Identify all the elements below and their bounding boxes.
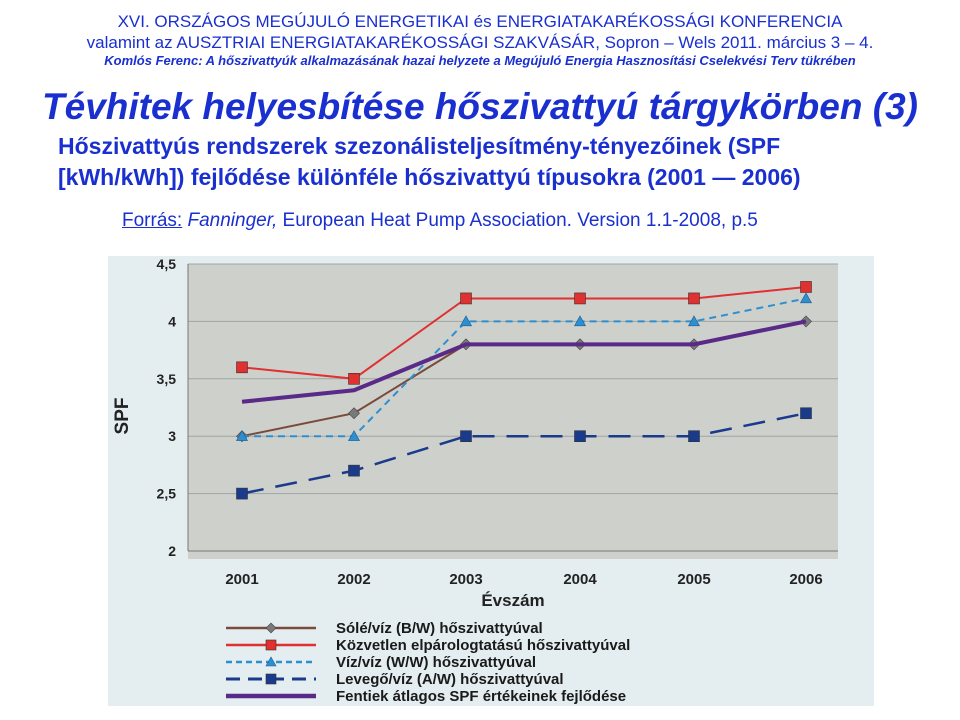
series-line (241, 285, 807, 380)
y-tick-label: 3 (168, 428, 176, 444)
x-axis-label: Évszám (481, 591, 544, 610)
legend-item: Víz/víz (W/W) hőszivattyúval (226, 654, 536, 671)
data-point (460, 292, 472, 305)
data-point (800, 407, 812, 420)
legend-label: Sólé/víz (B/W) hőszivattyúval (336, 620, 543, 637)
data-point (348, 373, 360, 385)
slide-title: Tévhitek helyesbítése hőszivattyú tárgyk… (42, 86, 918, 127)
data-point (688, 292, 700, 305)
legend-label: Levegő/víz (A/W) hőszivattyúval (336, 671, 564, 688)
x-tick-label: 2004 (563, 571, 597, 588)
x-tick-label: 2001 (225, 571, 258, 588)
series-line (241, 319, 807, 404)
conference-subtitle: valamint az AUSZTRIAI ENERGIATAKARÉKOSSÁ… (86, 33, 874, 52)
data-point (574, 292, 586, 305)
legend-label: Víz/víz (W/W) hőszivattyúval (336, 654, 536, 671)
x-tick-label: 2006 (789, 571, 822, 588)
data-point (348, 464, 360, 477)
series-group (235, 281, 813, 500)
x-axis: 2001 2002 2003 2004 2005 2006 (188, 550, 838, 588)
series-line (242, 297, 807, 438)
data-point (574, 430, 586, 442)
y-tick-label: 2 (168, 543, 176, 559)
legend-marker (265, 673, 277, 685)
data-point (800, 315, 812, 328)
series-3 (235, 292, 813, 441)
presentation-author-line: Komlós Ferenc: A hőszivattyúk alkalmazás… (104, 53, 856, 68)
series-line (241, 412, 807, 495)
spf-line-chart: 2 2,5 3 3,5 4 4,5 2001 2002 2003 2004 2005 2006 SP… (108, 256, 874, 706)
data-point (236, 487, 248, 500)
legend-marker (265, 656, 277, 667)
conference-title: XVI. ORSZÁGOS MEGÚJULÓ ENERGETIKAI és EN… (117, 12, 843, 31)
legend-marker (265, 639, 277, 651)
data-point (460, 430, 472, 442)
data-point (800, 281, 812, 293)
y-axis: 2 2,5 3 3,5 4 4,5 (157, 256, 189, 559)
y-axis-label: SPF (112, 398, 133, 435)
data-point (573, 315, 587, 327)
legend-label: Közvetlen elpárologtatású hőszivattyúval (336, 637, 630, 654)
x-tick-label: 2005 (677, 571, 710, 588)
legend-item: Közvetlen elpárologtatású hőszivattyúval (226, 637, 630, 654)
legend-marker (265, 622, 277, 634)
plot-area (188, 264, 838, 559)
data-point (235, 430, 249, 441)
x-tick-label: 2003 (449, 571, 482, 588)
y-tick-label: 4,5 (157, 256, 177, 272)
data-point (799, 292, 813, 304)
data-point (236, 361, 248, 374)
slide-subtitle-line2: [kWh/kWh]) fejlődése különféle hőszivatt… (58, 164, 801, 190)
series-4 (236, 407, 812, 500)
data-point (688, 430, 700, 442)
y-tick-label: 4 (168, 313, 176, 329)
series-2 (236, 281, 812, 385)
data-point (459, 315, 473, 327)
data-point (347, 430, 361, 441)
data-point (687, 315, 701, 327)
source-label: Forrás: (122, 210, 183, 231)
x-tick-label: 2002 (337, 571, 370, 588)
legend-label: Fentiek átlagos SPF értékeinek fejlődése (336, 688, 626, 705)
y-tick-label: 3,5 (157, 371, 177, 387)
y-tick-label: 2,5 (157, 486, 177, 502)
legend-item: Sólé/víz (B/W) hőszivattyúval (226, 620, 543, 637)
source-line: Forrás: Fanninger, European Heat Pump As… (122, 210, 758, 232)
series-5 (241, 319, 807, 404)
legend-item: Fentiek átlagos SPF értékeinek fejlődése (226, 688, 626, 705)
data-point (348, 407, 360, 420)
source-text: European Heat Pump Association. Version … (282, 210, 758, 231)
slide-subtitle-line1: Hőszivattyús rendszerek szezonálisteljes… (58, 133, 781, 159)
source-author: Fanninger, (187, 210, 278, 231)
legend-item: Levegő/víz (A/W) hőszivattyúval (226, 671, 564, 688)
